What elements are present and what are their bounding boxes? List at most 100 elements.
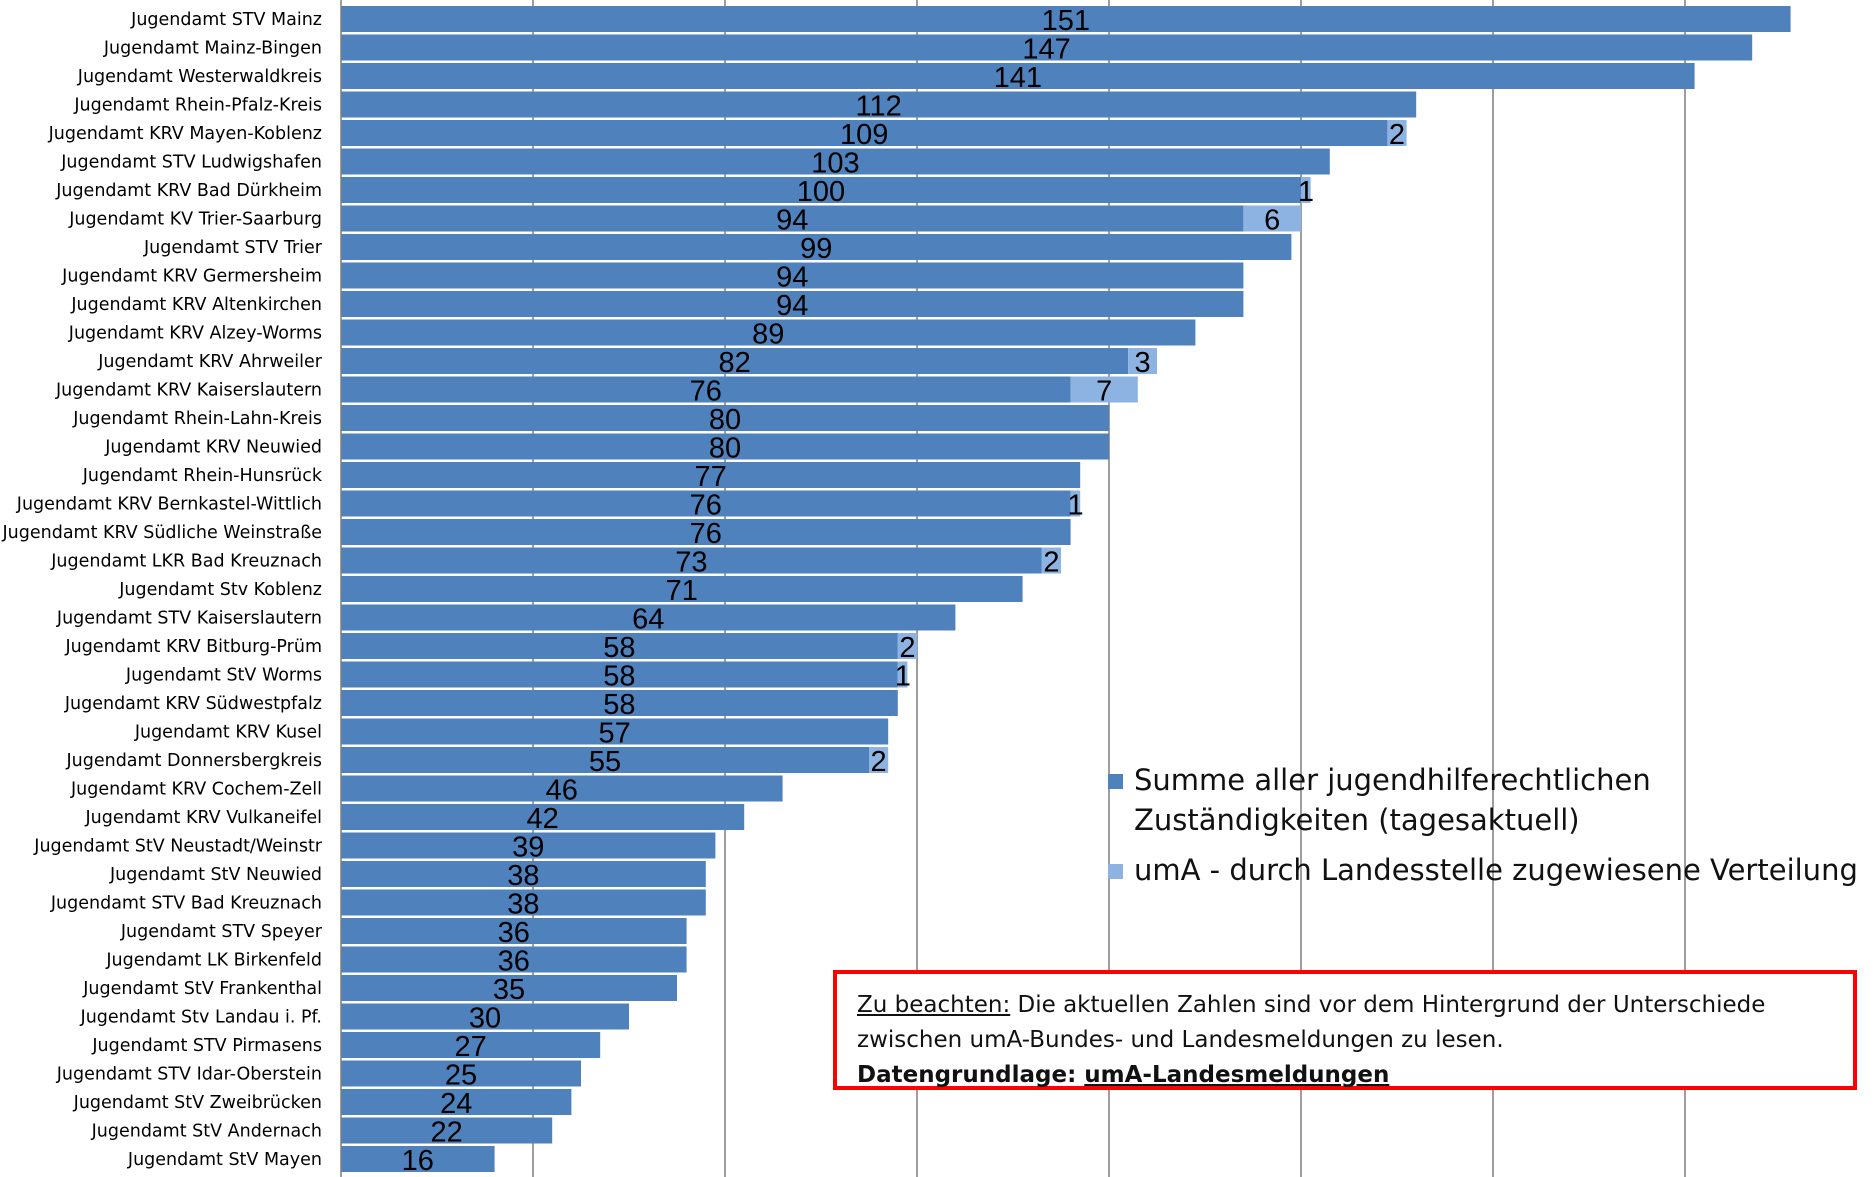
data-label-series-1: 25	[445, 1060, 477, 1092]
data-label-series-1: 76	[690, 376, 722, 408]
category-label: Jugendamt KRV Germersheim	[61, 267, 322, 287]
data-label-series-1: 71	[666, 575, 698, 607]
category-label: Jugendamt Westerwaldkreis	[77, 67, 322, 87]
category-label: Jugendamt KRV Vulkaneifel	[84, 808, 322, 828]
data-label-series-1: 24	[440, 1088, 472, 1120]
legend-swatch-series-2	[1108, 864, 1123, 879]
category-label: Jugendamt STV Bad Kreuznach	[50, 894, 322, 914]
category-label: Jugendamt StV Zweibrücken	[73, 1093, 322, 1113]
category-label: Jugendamt KRV Kaiserslautern	[55, 381, 322, 401]
category-label: Jugendamt Rhein-Hunsrück	[82, 466, 323, 486]
data-label-series-1: 94	[776, 290, 808, 322]
data-label-series-1: 99	[800, 233, 832, 265]
category-label: Jugendamt STV Idar-Oberstein	[56, 1065, 322, 1085]
category-label: Jugendamt Donnersbergkreis	[65, 751, 322, 771]
legend: Summe aller jugendhilferechtlichen Zustä…	[1100, 760, 1860, 900]
category-label: Jugendamt KRV Bernkastel-Wittlich	[16, 495, 322, 515]
data-label-series-1: 58	[603, 661, 635, 693]
data-label-series-1: 89	[752, 319, 784, 351]
data-label-series-1: 76	[690, 490, 722, 522]
data-label-series-1: 64	[632, 604, 664, 636]
data-label-series-2: 2	[1043, 547, 1059, 579]
category-label: Jugendamt StV Frankenthal	[82, 979, 322, 999]
category-label: Jugendamt KRV Alzey-Worms	[68, 324, 322, 344]
data-label-series-1: 73	[675, 547, 707, 579]
data-label-series-1: 39	[512, 832, 544, 864]
legend-swatch-series-1	[1108, 774, 1123, 789]
category-label: Jugendamt Stv Koblenz	[118, 580, 322, 600]
category-label: Jugendamt STV Pirmasens	[91, 1036, 322, 1056]
data-label-series-1: 103	[811, 148, 859, 180]
data-label-series-2: 3	[1135, 347, 1151, 379]
category-label: Jugendamt KRV Neuwied	[104, 438, 322, 458]
data-label-series-1: 36	[498, 946, 530, 978]
data-label-series-1: 94	[776, 262, 808, 294]
data-label-series-1: 16	[402, 1145, 434, 1177]
category-label: Jugendamt StV Neustadt/Weinstr	[33, 837, 323, 857]
data-label-series-2: 7	[1096, 376, 1112, 408]
data-label-series-2: 2	[1389, 119, 1405, 151]
data-label-series-1: 36	[498, 917, 530, 949]
data-label-series-1: 94	[776, 205, 808, 237]
data-label-series-1: 141	[994, 62, 1042, 94]
category-label: Jugendamt LKR Bad Kreuznach	[50, 552, 322, 572]
data-label-series-2: 1	[895, 661, 911, 693]
category-label: Jugendamt StV Worms	[125, 666, 322, 686]
data-label-series-1: 109	[840, 119, 888, 151]
data-label-series-1: 112	[855, 91, 901, 123]
category-label: Jugendamt Mainz-Bingen	[103, 39, 322, 59]
note-source-value: umA-Landesmeldungen	[1084, 1062, 1389, 1088]
category-label: Jugendamt StV Mayen	[127, 1150, 322, 1170]
category-label: Jugendamt STV Ludwigshafen	[60, 153, 322, 173]
category-label: Jugendamt STV Trier	[143, 238, 323, 258]
data-label-series-2: 2	[871, 746, 887, 778]
data-label-series-1: 38	[507, 889, 539, 921]
legend-item-series-2: umA - durch Landesstelle zugewiesene Ver…	[1100, 850, 1860, 890]
category-label: Jugendamt Rhein-Pfalz-Kreis	[73, 96, 322, 116]
legend-label-series-1: Summe aller jugendhilferechtlichen Zustä…	[1134, 763, 1651, 837]
category-label: Jugendamt Rhein-Lahn-Kreis	[72, 409, 322, 429]
category-label: Jugendamt LK Birkenfeld	[105, 951, 322, 971]
data-label-series-1: 57	[598, 718, 630, 750]
category-labels: Jugendamt STV Mainz Jugendamt Mainz-Binge…	[2, 10, 323, 1170]
note-source-label: Datengrundlage:	[857, 1062, 1084, 1088]
category-label: Jugendamt KRV Südliche Weinstraße	[2, 523, 323, 543]
data-label-series-1: 77	[694, 461, 726, 493]
data-label-series-1: 58	[603, 632, 635, 664]
category-label: Jugendamt Stv Landau i. Pf.	[80, 1008, 322, 1028]
note-prefix: Zu beachten:	[857, 992, 1010, 1018]
data-label-series-1: 147	[1022, 34, 1070, 66]
category-label: Jugendamt KRV Mayen-Koblenz	[48, 124, 322, 144]
data-label-series-1: 80	[709, 404, 741, 436]
category-label: Jugendamt KRV Altenkirchen	[70, 295, 322, 315]
note-box: Zu beachten: Die aktuellen Zahlen sind v…	[833, 970, 1857, 1090]
data-label-series-1: 27	[454, 1031, 486, 1063]
data-label-series-2: 1	[1068, 490, 1084, 522]
data-label-series-1: 100	[797, 176, 845, 208]
data-label-series-1: 80	[709, 433, 741, 465]
legend-item-series-1: Summe aller jugendhilferechtlichen Zustä…	[1100, 760, 1860, 840]
category-label: Jugendamt STV Mainz	[130, 10, 322, 30]
data-label-series-1: 42	[526, 803, 558, 835]
data-label-series-1: 55	[589, 746, 621, 778]
data-label-series-1: 58	[603, 689, 635, 721]
category-label: Jugendamt KRV Bad Dürkheim	[55, 181, 322, 201]
category-label: Jugendamt STV Speyer	[120, 922, 323, 942]
data-label-series-1: 82	[718, 347, 750, 379]
data-label-series-1: 46	[546, 775, 578, 807]
data-label-series-1: 35	[493, 974, 525, 1006]
data-label-series-2: 2	[899, 632, 915, 664]
category-label: Jugendamt StV Neuwied	[109, 865, 322, 885]
category-label: Jugendamt KRV Bitburg-Prüm	[64, 637, 322, 657]
category-label: Jugendamt KRV Kusel	[134, 723, 322, 743]
category-label: Jugendamt KRV Ahrweiler	[97, 352, 323, 372]
category-label: Jugendamt KRV Südwestpfalz	[64, 694, 322, 714]
category-label: Jugendamt KV Trier-Saarburg	[68, 210, 322, 230]
legend-label-series-2: umA - durch Landesstelle zugewiesene Ver…	[1134, 853, 1858, 887]
data-label-series-1: 30	[469, 1003, 501, 1035]
category-label: Jugendamt StV Andernach	[91, 1122, 322, 1142]
data-label-series-1: 151	[1042, 5, 1090, 37]
data-label-series-1: 76	[690, 518, 722, 550]
data-label-series-1: 22	[430, 1117, 462, 1149]
category-label: Jugendamt STV Kaiserslautern	[56, 609, 322, 629]
